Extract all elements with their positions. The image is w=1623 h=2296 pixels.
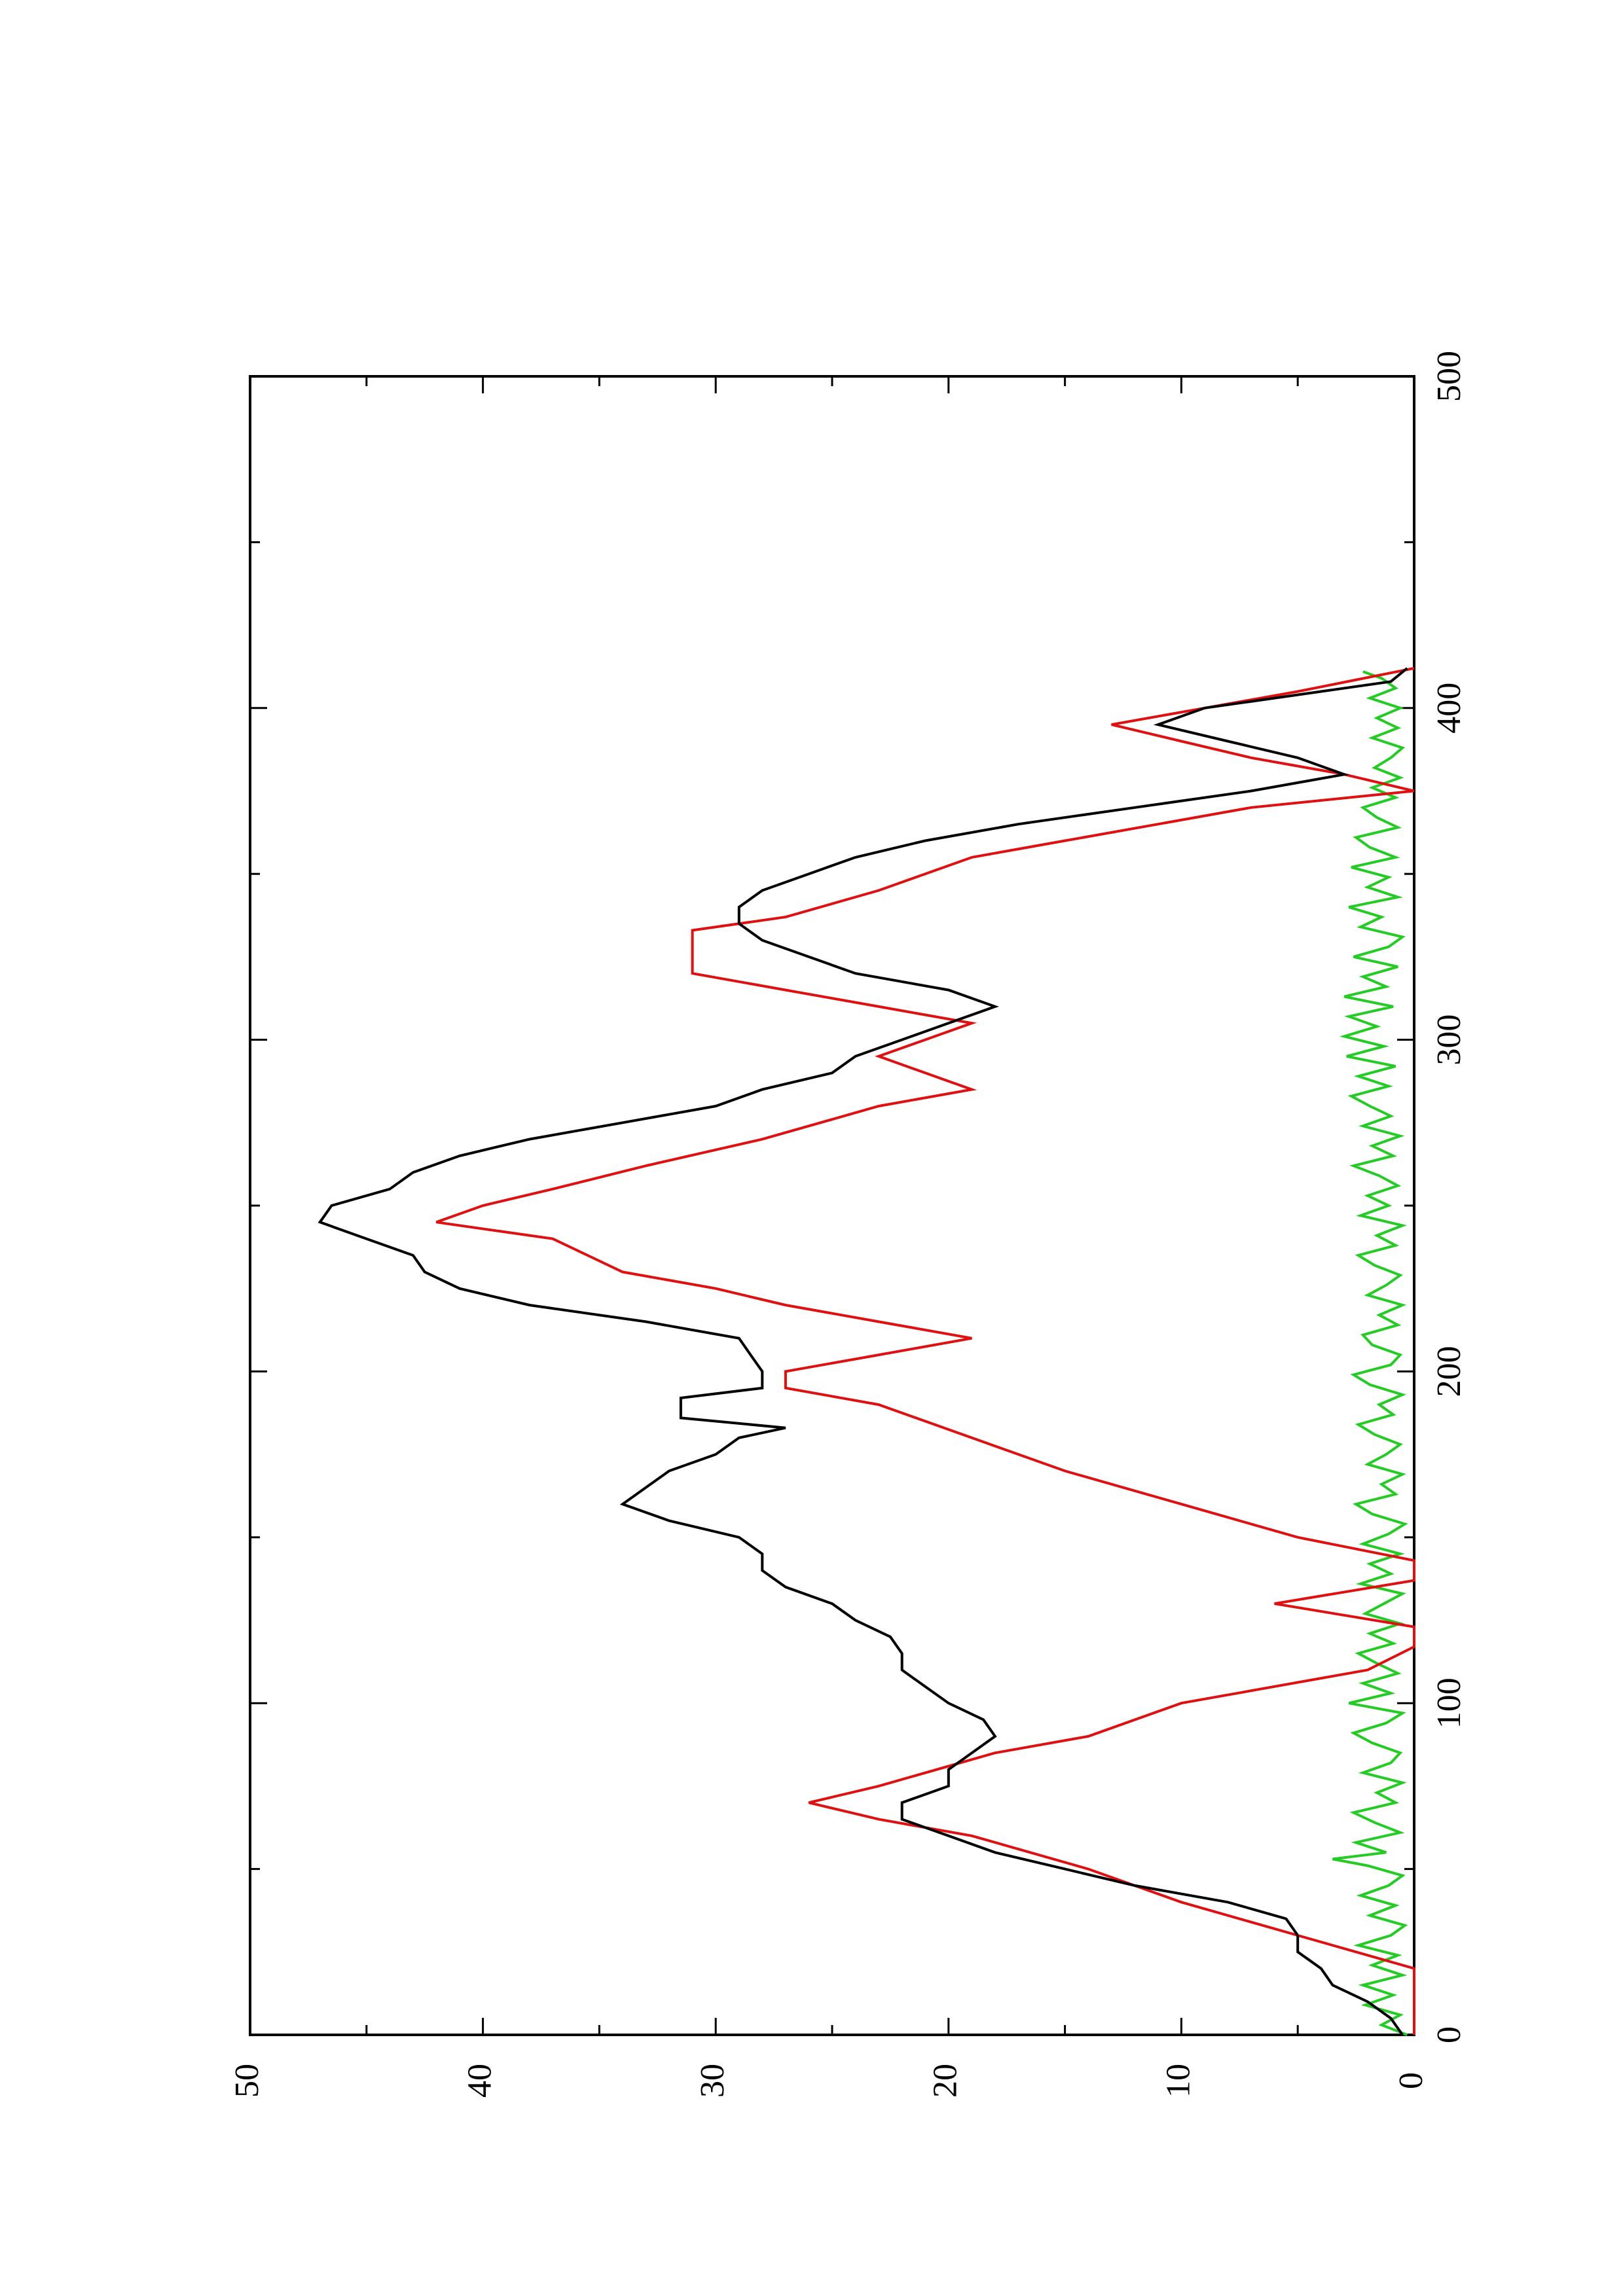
x-tick-label: 500 [1431,351,1468,402]
y-tick-label: 50 [228,2064,266,2098]
x-tick-label: 200 [1431,1346,1468,1397]
y-tick-label: 20 [927,2064,964,2098]
y-tick-label: 10 [1159,2064,1197,2098]
y-tick-label: 30 [694,2064,731,2098]
x-tick-label: 300 [1431,1014,1468,1066]
plot-frame [249,375,1415,2036]
series-line-1 [435,667,1415,2035]
series-line-0 [318,667,1408,2036]
x-tick-label: 0 [1431,2026,1468,2043]
y-tick-label: 40 [462,2064,499,2098]
series-line-2 [1332,670,1408,2036]
series-group [318,667,1415,2036]
x-tick-label: 100 [1431,1677,1468,1729]
x-tick-label: 400 [1431,683,1468,734]
y-tick-label: 0 [1393,2072,1430,2089]
tick-labels: 0 100 200 300 400 500 0 10 20 30 40 50 [228,351,1468,2098]
ticks [249,375,1415,2036]
